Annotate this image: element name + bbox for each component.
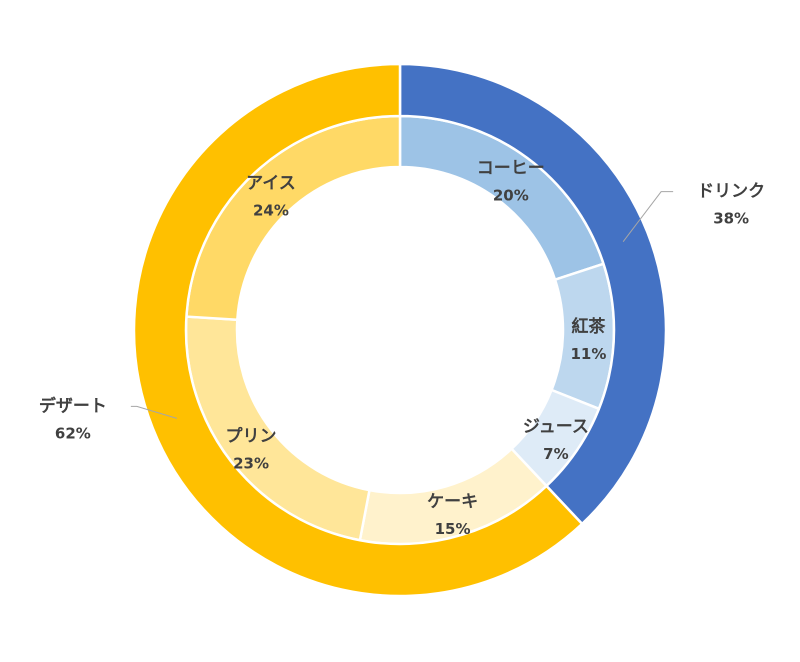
outer-leader-line-0: [622, 191, 674, 242]
inner-percent-label-2: 7%: [543, 445, 568, 463]
outer-category-label-1: デザート: [39, 395, 107, 416]
data-labels: コーヒー 20% 紅茶 11% ジュース 7% ケーキ 15% プリン 23% アイス 24% ドリンク…: [39, 159, 765, 539]
inner-category-label-0: コーヒー: [477, 159, 545, 179]
outer-slice-0: [398, 62, 668, 526]
outer-percent-label-1: 62%: [55, 424, 91, 442]
outer-category-label-0: ドリンク: [697, 182, 765, 202]
inner-percent-label-5: 24%: [253, 202, 289, 220]
outer-slice-1: [132, 62, 584, 598]
inner-category-label-3: ケーキ: [427, 492, 478, 512]
inner-percent-label-3: 15%: [435, 520, 471, 538]
inner-category-label-4: プリン: [226, 426, 277, 447]
inner-category-label-2: ジュース: [523, 417, 589, 437]
outer-ring: [132, 62, 668, 598]
inner-percent-label-1: 11%: [570, 345, 606, 363]
outer-leader-line-1: [130, 405, 177, 419]
outer-percent-label-0: 38%: [713, 210, 749, 228]
inner-category-label-1: 紅茶: [571, 316, 606, 337]
inner-category-label-5: アイス: [246, 174, 296, 194]
inner-percent-label-0: 20%: [493, 187, 529, 205]
leader-lines: [130, 191, 674, 419]
inner-percent-label-4: 23%: [233, 455, 269, 473]
